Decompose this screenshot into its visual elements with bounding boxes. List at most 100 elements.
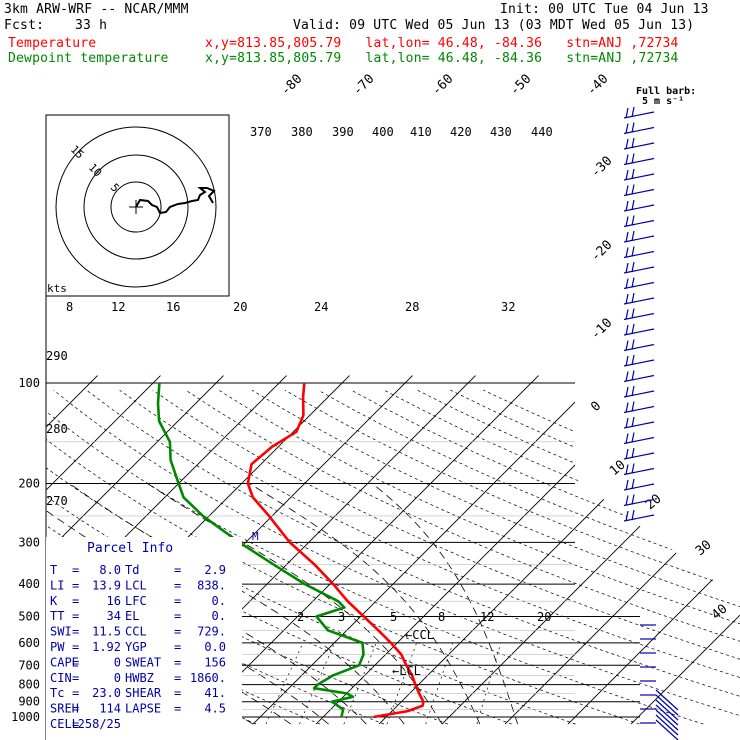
wind-barb [623,157,655,166]
parcel-row-equals: = [174,702,181,716]
dry-adiabat [185,389,740,725]
barb-key-title: Full barb: [636,86,696,97]
theta-e-label: 380 [291,125,313,139]
isotherm-label: 10 [607,458,629,480]
isotherm-label: -40 [584,72,611,99]
parcel-row-value: 34 [107,609,121,623]
parcel-row-equals: = [72,671,79,685]
pressure-tick-label: 500 [18,609,40,623]
parcel-row-value: 1860. [190,671,226,685]
dry-adiabat [218,389,740,725]
pressure-tick-label: 100 [18,376,40,390]
parcel-row-equals: = [72,686,79,700]
isotherm-line [567,375,740,725]
wind-barb-flag [631,292,635,304]
wind-barb [623,250,655,259]
mixing-label-upper: 16 [166,300,180,314]
wind-barb-flag [631,432,635,443]
isotherm-line [189,375,539,725]
parcel-row-equals: = [72,655,79,669]
isotherm-line [378,375,728,725]
wind-barb-flag [631,339,635,350]
init-time: Init: 00 UTC Tue 04 Jun 13 [500,2,709,17]
wind-barb [623,281,655,290]
wind-barb-flag [631,184,635,195]
wind-barb-flag [631,153,635,164]
dry-adiabat [383,389,740,725]
parcel-row-label: YGP [125,640,147,654]
wind-barb [623,219,655,228]
parcel-row-label: SHEAR [125,686,162,700]
wind-barb-flag [631,215,635,226]
parcel-row-label: LI [50,578,64,592]
pressure-tick-label: 900 [18,695,40,709]
mixing-ratio-line [425,642,454,725]
wind-barb [623,142,655,150]
parcel-row-equals: = [72,594,79,608]
isotherm-label: -30 [588,154,615,181]
ccl-marker: ←CCL [405,628,434,642]
parcel-row-value: 4.5 [204,702,226,716]
theta-label: 290 [46,349,68,363]
parcel-row-value: 838. [197,578,226,592]
wind-barb-flag [631,199,635,211]
wind-barb-flag [631,277,635,288]
wind-barb [623,343,655,352]
wind-barb [623,297,655,305]
wind-barb-flag [625,386,629,398]
wind-barb [623,126,655,135]
parcel-row-equals: = [174,578,181,592]
parcel-row-value: 0. [212,609,226,623]
wind-barb [655,694,679,716]
parcel-row-equals: = [72,640,79,654]
parcel-row-label: CCL [125,625,147,639]
wind-barb [655,689,679,711]
moist-adiabat [69,483,405,725]
moist-adiabat [147,483,443,725]
parcel-row-label: Td [125,563,139,577]
parcel-row-label: CAPE [50,655,79,669]
isotherm-label: -80 [278,72,305,99]
mixing-ratio-line [386,642,417,725]
isotherm-line [46,375,161,725]
isotherm-label: 0 [588,399,604,415]
wind-barb-flag [631,447,635,459]
barb-key-value: 5 m s⁻¹ [642,96,684,107]
forecast-label: Fcst: [4,18,45,33]
wind-barb-flag [631,416,635,428]
parcel-row-equals: = [174,625,181,639]
model-title: 3km ARW-WRF -- NCAR/MMM [4,2,189,17]
hodograph-trace [135,187,216,215]
wind-barb-flag [625,371,629,382]
hodograph-ring [110,181,162,233]
isotherm-label: -50 [507,72,534,99]
wind-barb [623,374,655,383]
wind-barb [623,266,655,274]
wind-barb-flag [625,340,629,351]
wind-barb [623,421,655,429]
mixing-label-upper: 8 [66,300,73,314]
parcel-row-equals: = [72,625,79,639]
parcel-row-label: CIN [50,671,72,685]
lcl-marker: ←LCL [392,664,421,678]
temperature-trace [246,382,425,719]
dry-adiabat [119,389,740,725]
wind-barb-flag [631,463,635,474]
dry-adiabat [450,389,740,725]
mixing-label-upper: 32 [501,300,515,314]
parcel-row-value: 13.9 [92,578,121,592]
wind-barb-flag [631,354,635,366]
m-marker: M [252,530,259,543]
wind-barb-flag [625,216,629,227]
wind-barb-flag [631,323,635,335]
isotherm-line [315,375,665,725]
wind-barb [623,436,655,445]
mixing-label-upper: 24 [314,300,328,314]
wind-barb-flag [625,324,629,336]
parcel-row-value: 0. [212,594,226,608]
parcel-row-label: LCL [125,578,147,592]
theta-e-label: 430 [490,125,512,139]
parcel-row-label: Tc [50,686,64,700]
parcel-row-value: 729. [197,625,226,639]
wind-barb-flag [631,478,635,490]
